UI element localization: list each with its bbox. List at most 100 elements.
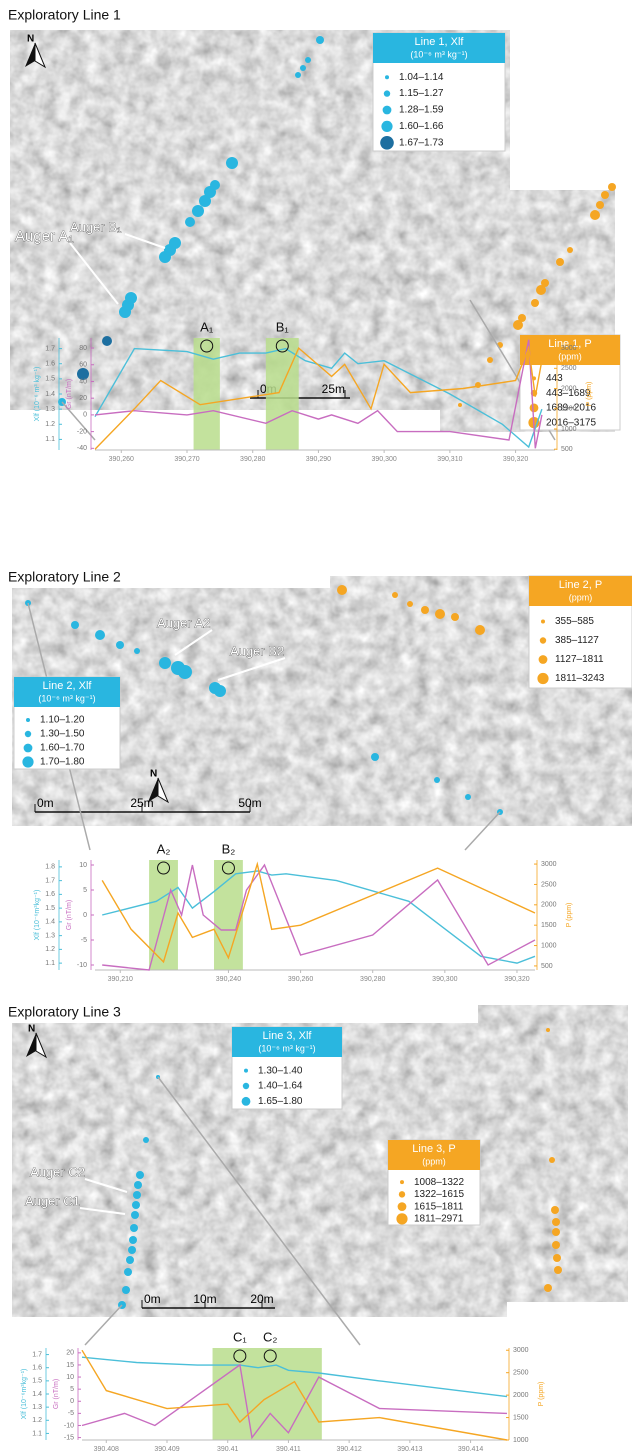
band-label: C₂ bbox=[263, 1329, 277, 1344]
highlight-band bbox=[212, 1348, 322, 1440]
y-tick-label: 1.1 bbox=[45, 436, 55, 443]
band-marker bbox=[157, 861, 171, 875]
legend-swatch bbox=[385, 75, 389, 80]
x-tick-label: 390.408 bbox=[94, 1446, 119, 1452]
auger-pointer bbox=[174, 629, 213, 656]
band-marker bbox=[263, 1349, 277, 1363]
y-tick-label: 500 bbox=[561, 446, 573, 453]
legend-label: 1.04–1.14 bbox=[399, 72, 444, 83]
xlf-sample bbox=[130, 1224, 138, 1232]
legend-label: 1615–1811 bbox=[414, 1201, 464, 1212]
xlf-sample bbox=[295, 72, 301, 78]
p-sample bbox=[487, 357, 493, 363]
xlf-sample bbox=[124, 1268, 132, 1276]
xlf-sample bbox=[214, 685, 226, 697]
p-sample bbox=[407, 601, 413, 607]
p-sample bbox=[554, 1266, 562, 1274]
y-tick-label: 10 bbox=[66, 1374, 74, 1381]
xlf-sample bbox=[169, 237, 181, 249]
p-sample bbox=[435, 609, 445, 619]
data-line bbox=[101, 861, 536, 964]
north-arrow bbox=[25, 43, 35, 67]
p-sample bbox=[552, 1228, 560, 1236]
xlf-sample bbox=[125, 292, 137, 304]
xlf-sample bbox=[199, 195, 211, 207]
y-tick-label: 1.8 bbox=[45, 864, 55, 871]
legend-label: 355–585 bbox=[555, 616, 594, 627]
legend-label: 1.60–1.70 bbox=[40, 743, 85, 754]
legend-label: 1.15–1.27 bbox=[399, 88, 444, 99]
y-axis-title: Gr (nT/m) bbox=[66, 900, 73, 930]
x-tick-label: 390,300 bbox=[432, 976, 457, 983]
p-sample bbox=[392, 592, 398, 598]
y-tick-label: 3000 bbox=[541, 861, 557, 868]
xlf-sample bbox=[102, 336, 112, 346]
y-tick-label: 3000 bbox=[561, 345, 577, 352]
xlf-sample bbox=[159, 657, 171, 669]
xlf-sample bbox=[116, 641, 124, 649]
legend-title: Line 2, P bbox=[559, 579, 602, 591]
p-sample bbox=[590, 210, 600, 220]
y-axis-title: P (ppm) bbox=[566, 903, 573, 928]
legend-header bbox=[373, 33, 505, 63]
x-tick-label: 390.412 bbox=[336, 1446, 361, 1452]
xlf-sample bbox=[316, 36, 324, 44]
x-tick-label: 390,320 bbox=[503, 456, 528, 463]
y-tick-label: 2000 bbox=[513, 1392, 529, 1399]
p-sample bbox=[421, 606, 429, 614]
y-tick-label: -10 bbox=[64, 1422, 74, 1429]
auger-label: Auger A₁ bbox=[15, 228, 73, 245]
scale-label: 0m bbox=[37, 796, 54, 810]
p-sample bbox=[553, 1254, 561, 1262]
scale-label: 10m bbox=[193, 1292, 216, 1306]
legend-label: 1008–1322 bbox=[414, 1177, 464, 1188]
leader-line bbox=[157, 1076, 361, 1346]
xlf-sample bbox=[131, 1211, 139, 1219]
legend-label: 1811–3243 bbox=[555, 673, 605, 684]
legend-title: Line 3, Xlf bbox=[263, 1030, 313, 1042]
y-axis-title: Xlf (10⁻⁶m³kg⁻¹) bbox=[34, 890, 41, 941]
xlf-sample bbox=[178, 665, 192, 679]
legend-header bbox=[14, 677, 120, 707]
y-tick-label: 1.6 bbox=[45, 891, 55, 898]
legend-label: 1.40–1.64 bbox=[258, 1081, 303, 1092]
legend-swatch bbox=[382, 105, 392, 115]
y-tick-label: 1.4 bbox=[45, 919, 55, 926]
north-arrow bbox=[148, 778, 158, 802]
y-tick-label: 1000 bbox=[561, 426, 577, 433]
xlf-sample bbox=[77, 368, 89, 380]
panel-title: Exploratory Line 1 bbox=[8, 7, 121, 23]
y-tick-label: -15 bbox=[64, 1434, 74, 1441]
y-axis-title: Xlf (10⁻⁶m³kg⁻¹) bbox=[21, 1369, 28, 1420]
y-tick-label: 1.3 bbox=[45, 932, 55, 939]
x-tick-label: 390,260 bbox=[288, 976, 313, 983]
auger-label: Auger A2 bbox=[157, 615, 211, 630]
xlf-sample bbox=[134, 648, 140, 654]
xlf-sample bbox=[434, 777, 440, 783]
p-sample bbox=[544, 1284, 552, 1292]
p-sample bbox=[458, 403, 462, 407]
p-sample bbox=[531, 299, 539, 307]
y-tick-label: 1.4 bbox=[32, 1391, 42, 1398]
xlf-sample bbox=[134, 1181, 142, 1189]
xlf-sample bbox=[132, 1201, 140, 1209]
auger-label: Auger B2 bbox=[230, 643, 284, 658]
legend-title: Line 1, P bbox=[548, 338, 591, 350]
legend-unit: (ppm) bbox=[558, 351, 582, 361]
y-tick-label: 1.5 bbox=[45, 376, 55, 383]
p-sample bbox=[549, 1157, 555, 1163]
x-tick-label: 390,310 bbox=[437, 456, 462, 463]
p-sample bbox=[601, 191, 609, 199]
y-tick-label: 1.5 bbox=[45, 905, 55, 912]
y-tick-label: 10 bbox=[79, 862, 87, 869]
north-label: N bbox=[27, 34, 34, 45]
leader-line bbox=[464, 811, 501, 851]
auger-label: Auger C2 bbox=[30, 1164, 85, 1179]
p-sample bbox=[513, 320, 523, 330]
auger-label: Auger B₁ bbox=[70, 219, 122, 234]
legend-label: 1.70–1.80 bbox=[40, 757, 85, 768]
panel-title: Exploratory Line 2 bbox=[8, 569, 121, 585]
scale-label: 50m bbox=[238, 796, 261, 810]
band-marker bbox=[275, 339, 289, 353]
scale-label: 25m bbox=[130, 796, 153, 810]
